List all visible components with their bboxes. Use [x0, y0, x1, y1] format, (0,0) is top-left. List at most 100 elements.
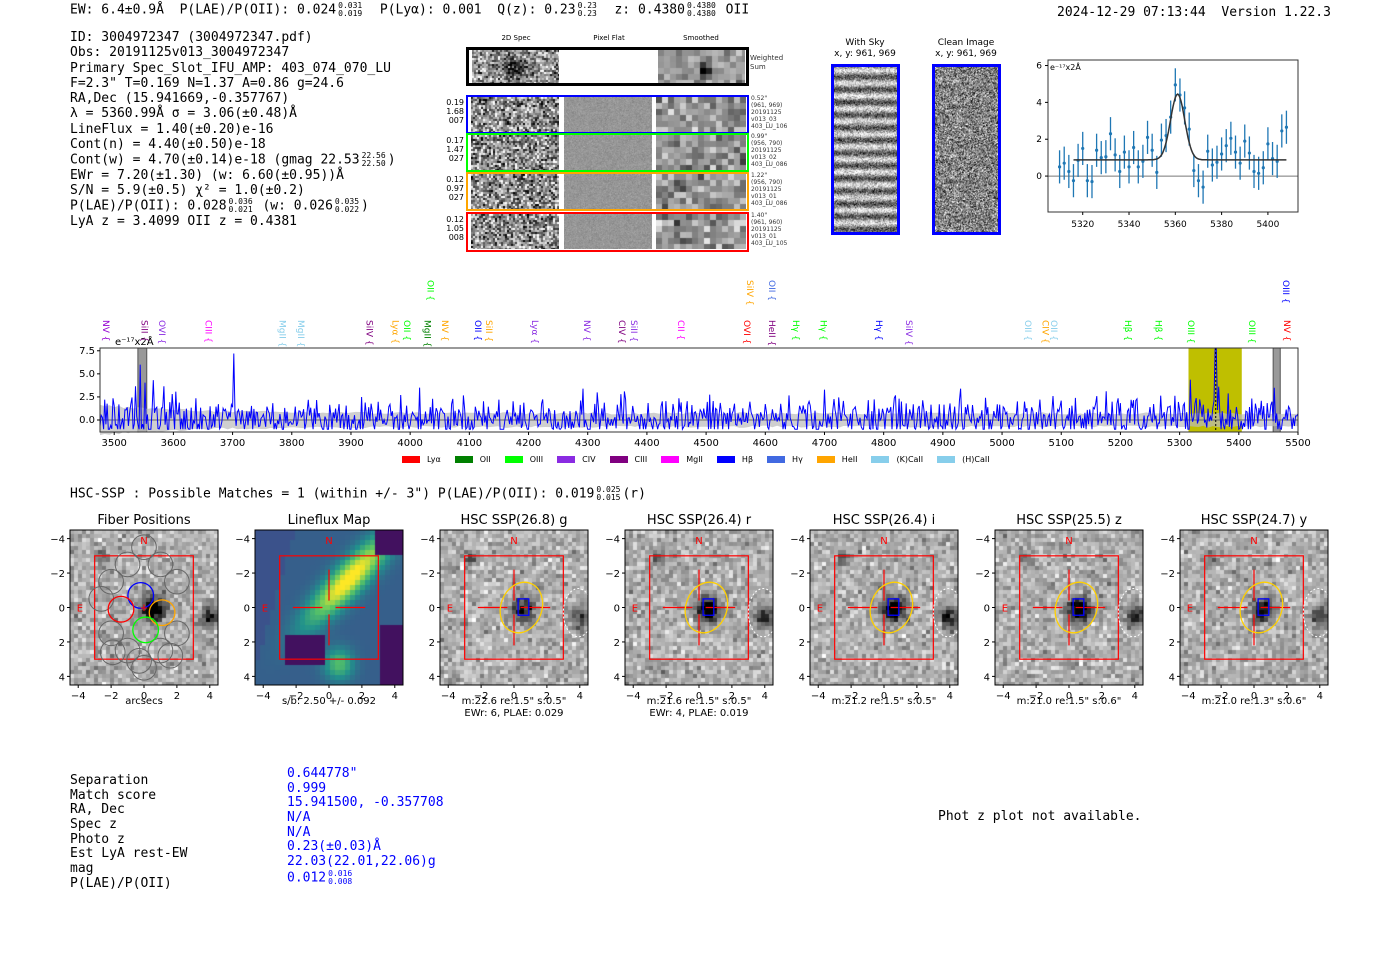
- aperture-ellipse: [684, 581, 729, 634]
- emission-line-label: OIII {: [1246, 320, 1256, 344]
- data-point: [1187, 127, 1191, 131]
- legend-entry: Lyα: [402, 455, 441, 464]
- x-tick-label: 2: [729, 691, 735, 702]
- fiber-smoothed: [656, 135, 746, 170]
- plae-range: 0.016 0.008: [328, 869, 352, 886]
- stat: 027: [448, 193, 464, 202]
- cutout-title: HSC SSP(26.4) i: [832, 513, 936, 528]
- stat: 008: [448, 233, 464, 242]
- with-sky-title: With Sky x, y: 961, 969: [815, 38, 915, 60]
- detection-fiber: [127, 581, 155, 609]
- match-value: N/A: [287, 825, 444, 841]
- axes-frame: [439, 529, 589, 686]
- axes-frame: [994, 529, 1144, 686]
- y-tick-label: −2: [235, 569, 250, 580]
- hi: 0.23: [577, 1, 597, 10]
- data-point: [1118, 169, 1122, 174]
- x-tick-label: −4: [626, 691, 641, 702]
- weighted-sum-label: Weighted Sum: [750, 54, 784, 71]
- data-point: [1173, 83, 1177, 87]
- y-tick-label: 4: [1036, 98, 1042, 108]
- stat: 1.05: [446, 224, 464, 233]
- cutout-caption: arcsecs: [50, 696, 238, 708]
- detection-fiber: [107, 595, 135, 623]
- qz-range: 0.23 0.23: [578, 2, 597, 18]
- cutout-title: HSC SSP(25.5) z: [1016, 513, 1122, 528]
- fiber-row-stats: 0.19 1.68 007: [440, 98, 464, 125]
- x-tick-label: 2: [359, 691, 365, 702]
- y-tick-label: 0: [1036, 172, 1042, 182]
- cutout-overlay: N E −4 4 −2 2 0 0 2 −2 4 −4: [420, 529, 594, 702]
- cutout-caption: m:21.6 re:1.5" s:0.5" EWr: 4, PLAE: 0.019: [605, 696, 793, 720]
- legend-label: Lyα: [427, 455, 441, 464]
- emission-line-label: OII {: [424, 280, 434, 301]
- value: 0.012: [287, 870, 327, 886]
- detection-info: ID: 3004972347 (3004972347.pdf) Obs: 201…: [70, 30, 396, 229]
- info: 0.99": [751, 133, 768, 140]
- stat: 0.19: [446, 98, 464, 107]
- plae-w: (w: 0.026: [262, 198, 333, 214]
- aperture-ellipse: [1239, 581, 1284, 634]
- y-tick-label: −2: [50, 569, 65, 580]
- spec2d-header: Smoothed: [683, 34, 719, 42]
- x-tick-label: 4900: [930, 438, 955, 449]
- x-tick-label: 2: [174, 691, 180, 702]
- stat: 0.17: [446, 136, 464, 145]
- z-line: OII: [725, 2, 750, 18]
- paren: ): [387, 152, 396, 168]
- emission-line-label: HeII {: [766, 320, 776, 346]
- cutout-overlay: N E −4 4 −2 2 0 0 2 −2 4 −4: [605, 529, 779, 702]
- emission-line-label: Hγ {: [873, 320, 883, 341]
- data-point: [1155, 170, 1159, 174]
- data-point: [1132, 145, 1136, 150]
- legend-label: HeII: [841, 455, 858, 464]
- redshift: z: 0.4380: [614, 2, 685, 18]
- x-tick-label: 4700: [812, 438, 837, 449]
- emission-line-label: NV {: [581, 320, 591, 341]
- value: N/A: [287, 810, 311, 826]
- band: (r): [622, 486, 646, 502]
- stat: 1.68: [446, 107, 464, 116]
- east-label: E: [77, 604, 83, 615]
- lo: 0.23: [577, 9, 597, 18]
- emission-line-label: CIV {: [1039, 320, 1049, 344]
- legend-entry: (K)CaII: [871, 455, 923, 464]
- fiber-circle: [88, 586, 115, 612]
- detection-fiber: [148, 599, 176, 627]
- with-sky-image: [831, 64, 900, 235]
- emission-line-label: NV {: [100, 320, 110, 341]
- legend-swatch: [937, 456, 956, 463]
- fiber-circle: [99, 639, 126, 666]
- x-tick-label: 4: [207, 691, 213, 702]
- match-value: 0.644778": [287, 766, 444, 782]
- params: F=2.3" T=0.169 N=1.37 A=0.86 g=24.6: [70, 75, 344, 91]
- legend-entry: OIII: [504, 455, 543, 464]
- legend-swatch: [767, 456, 786, 463]
- data-point: [1104, 155, 1108, 159]
- x-tick-label: 5380: [1210, 220, 1233, 230]
- redshifts: LyA z = 3.4099 OII z = 0.4381: [70, 213, 297, 229]
- legend-label: (H)CaII: [962, 455, 990, 464]
- y-tick-label: 4: [244, 672, 250, 683]
- y-tick-label: 4: [59, 672, 65, 683]
- spec2d-header: Pixel Flat: [593, 34, 625, 42]
- pixel-flat: [564, 214, 652, 249]
- data-point: [1159, 138, 1164, 142]
- match-value: 15.941500, -0.357708: [287, 796, 444, 811]
- x-tick-label: 5400: [1226, 438, 1251, 449]
- lo: 0.4380: [686, 9, 716, 18]
- legend-entry: Hβ: [716, 455, 753, 464]
- qz: Q(z): 0.23: [497, 2, 576, 18]
- data-point: [1192, 168, 1196, 173]
- emission-line-label: MgII {: [276, 320, 286, 347]
- aperture-ellipse: [1054, 581, 1099, 634]
- y-tick-label: 7.5: [79, 346, 95, 357]
- x-tick-label: 0: [696, 691, 702, 702]
- north-label: N: [695, 536, 702, 547]
- gmag-range: 22.56 22.50: [362, 152, 386, 168]
- info: 20191125: [751, 226, 782, 233]
- units-label: e⁻¹⁷x2Å: [1050, 61, 1081, 72]
- caption-line-1: m:21.6 re:1.5" s:0.5": [646, 696, 752, 707]
- y-tick-label: 5.0: [79, 369, 95, 380]
